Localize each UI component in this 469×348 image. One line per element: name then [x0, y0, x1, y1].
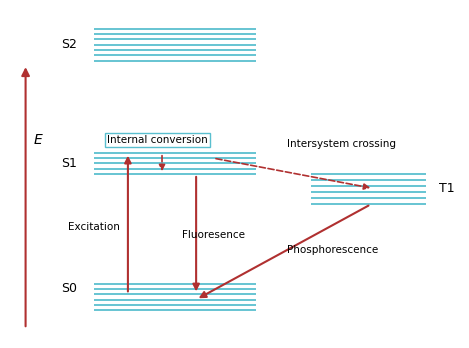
Text: S2: S2: [61, 38, 77, 51]
Text: Internal conversion: Internal conversion: [107, 135, 208, 145]
Text: Intersystem crossing: Intersystem crossing: [287, 139, 395, 149]
Text: Fluoresence: Fluoresence: [182, 230, 245, 239]
Text: Phosphorescence: Phosphorescence: [287, 245, 378, 255]
Text: S0: S0: [61, 283, 77, 295]
Text: Excitation: Excitation: [68, 222, 120, 232]
Text: S1: S1: [61, 157, 77, 170]
Text: T1: T1: [439, 182, 455, 195]
Text: E: E: [34, 133, 43, 147]
